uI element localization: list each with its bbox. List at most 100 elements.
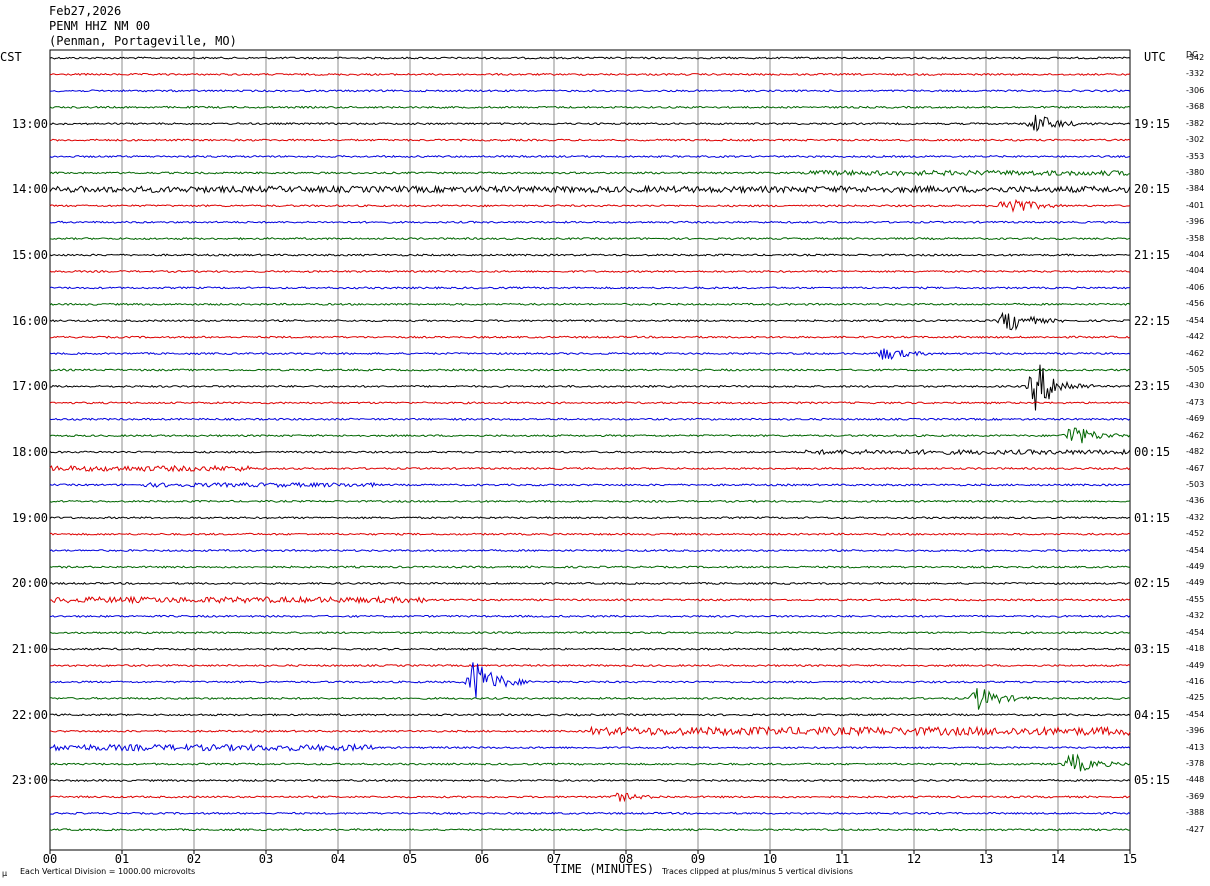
dc-offset-label: -404 xyxy=(1186,266,1205,276)
cst-hour-label: 22:00 xyxy=(11,707,48,722)
seismic-trace-row xyxy=(49,89,1131,93)
dc-offset-label: -378 xyxy=(1186,759,1205,769)
dc-offset-label: -430 xyxy=(1186,381,1205,391)
cst-hour-label: 13:00 xyxy=(11,116,48,131)
seismic-trace-row xyxy=(49,631,1131,635)
station-code: PENM HHZ NM 00 xyxy=(49,19,151,33)
cst-hour-label: 21:00 xyxy=(11,642,48,657)
dc-offset-label: -353 xyxy=(1186,151,1205,161)
x-tick-label: 08 xyxy=(618,852,634,866)
utc-hour-label: 03:15 xyxy=(1134,642,1171,657)
seismic-trace-row xyxy=(49,105,1131,109)
seismic-trace-row xyxy=(49,753,1131,772)
x-tick-label: 12 xyxy=(906,852,922,866)
x-tick-label: 01 xyxy=(114,852,130,866)
seismic-trace-row xyxy=(49,417,1131,421)
dc-offset-label: -384 xyxy=(1186,184,1205,194)
seismic-trace-row xyxy=(49,253,1131,257)
utc-hour-label: 05:15 xyxy=(1134,773,1171,788)
seismic-trace-row xyxy=(49,72,1131,76)
utc-hour-label: 01:15 xyxy=(1134,510,1171,525)
seismic-trace-row xyxy=(49,464,1131,473)
seismic-trace-row xyxy=(49,198,1131,213)
seismic-trace-row xyxy=(49,56,1131,60)
seismic-trace-row xyxy=(49,481,1131,489)
seismic-trace-row xyxy=(49,647,1131,651)
dc-offset-label: -448 xyxy=(1186,775,1205,785)
seismic-trace-row xyxy=(49,368,1131,372)
seismic-trace-row xyxy=(49,792,1131,803)
cst-hour-label: 17:00 xyxy=(11,379,48,394)
seismic-trace-row xyxy=(49,154,1131,159)
dc-offset-label: -469 xyxy=(1186,414,1205,424)
utc-hour-label: 04:15 xyxy=(1134,707,1171,722)
seismic-trace-row xyxy=(49,516,1131,520)
dc-offset-label: -369 xyxy=(1186,791,1205,801)
cst-hour-label: 14:00 xyxy=(11,182,48,197)
x-axis-title: TIME (MINUTES) xyxy=(553,862,655,876)
utc-hour-label: 19:15 xyxy=(1134,116,1171,131)
utc-hour-label: 22:15 xyxy=(1134,313,1171,328)
x-tick-label: 11 xyxy=(834,852,850,866)
seismic-trace-row xyxy=(49,448,1131,456)
seismic-trace-row xyxy=(49,614,1131,618)
dc-offset-label: -380 xyxy=(1186,167,1205,177)
seismic-trace-row xyxy=(49,713,1131,717)
cst-axis-label: CST xyxy=(0,50,22,64)
dc-offset-label: -358 xyxy=(1186,233,1205,243)
seismic-trace-row xyxy=(50,595,1131,605)
dc-offset-label: -342 xyxy=(1186,53,1205,62)
plot-date: Feb27,2026 xyxy=(49,4,122,18)
dc-offset-label: -382 xyxy=(1186,118,1205,128)
dc-offset-label: -396 xyxy=(1186,726,1205,736)
dc-offset-label: -455 xyxy=(1186,594,1205,604)
seismic-trace-row xyxy=(49,220,1131,224)
dc-offset-label: -302 xyxy=(1186,135,1205,145)
dc-offset-label: -442 xyxy=(1186,332,1205,342)
dc-offset-label: -467 xyxy=(1186,463,1205,473)
clip-note: Traces clipped at plus/minus 5 vertical … xyxy=(662,867,853,876)
dc-offset-label: -482 xyxy=(1186,447,1205,457)
dc-offset-label: -454 xyxy=(1186,315,1205,325)
x-tick-label: 07 xyxy=(546,852,562,866)
dc-offset-label: -306 xyxy=(1186,85,1205,95)
x-tick-label: 03 xyxy=(258,852,274,866)
dc-offset-label: -449 xyxy=(1186,578,1205,588)
seismic-trace-row xyxy=(49,401,1131,405)
seismic-trace-row xyxy=(49,269,1131,274)
seismic-trace-row xyxy=(49,138,1131,142)
dc-offset-label: -401 xyxy=(1186,200,1205,210)
dc-offset-label: -505 xyxy=(1186,364,1205,374)
seismic-trace-row xyxy=(49,549,1131,553)
utc-axis-label: UTC xyxy=(1144,50,1166,64)
dc-offset-label: -416 xyxy=(1186,676,1205,686)
seismic-trace-row xyxy=(49,348,1131,361)
utc-hour-label: 00:15 xyxy=(1134,445,1171,460)
dc-offset-label: -449 xyxy=(1186,562,1205,572)
x-tick-label: 05 xyxy=(402,852,418,866)
dc-offset-label: -462 xyxy=(1186,348,1205,358)
seismic-trace-row xyxy=(49,499,1131,503)
seismic-trace-row xyxy=(49,828,1131,832)
seismic-trace-row xyxy=(49,335,1131,339)
cst-hour-label: 16:00 xyxy=(11,313,48,328)
station-location: (Penman, Portageville, MO) xyxy=(49,34,237,48)
cst-hour-label: 20:00 xyxy=(11,576,48,591)
cst-hour-label: 18:00 xyxy=(11,445,48,460)
seismic-trace-row xyxy=(49,169,1131,177)
seismic-trace-row xyxy=(49,532,1131,536)
seismic-trace-row xyxy=(49,286,1131,290)
x-tick-label: 02 xyxy=(186,852,202,866)
cst-hour-label: 15:00 xyxy=(11,248,48,263)
seismic-trace-row xyxy=(50,688,1131,710)
seismic-trace-row xyxy=(49,114,1131,133)
dc-offset-label: -432 xyxy=(1186,512,1205,522)
utc-hour-label: 21:15 xyxy=(1134,248,1171,263)
seismic-trace-row xyxy=(49,565,1131,569)
x-tick-label: 06 xyxy=(474,852,490,866)
x-tick-label: 14 xyxy=(1050,852,1066,866)
seismic-trace-row xyxy=(49,236,1131,241)
dc-offset-label: -449 xyxy=(1186,660,1205,670)
dc-offset-label: -427 xyxy=(1186,824,1205,834)
